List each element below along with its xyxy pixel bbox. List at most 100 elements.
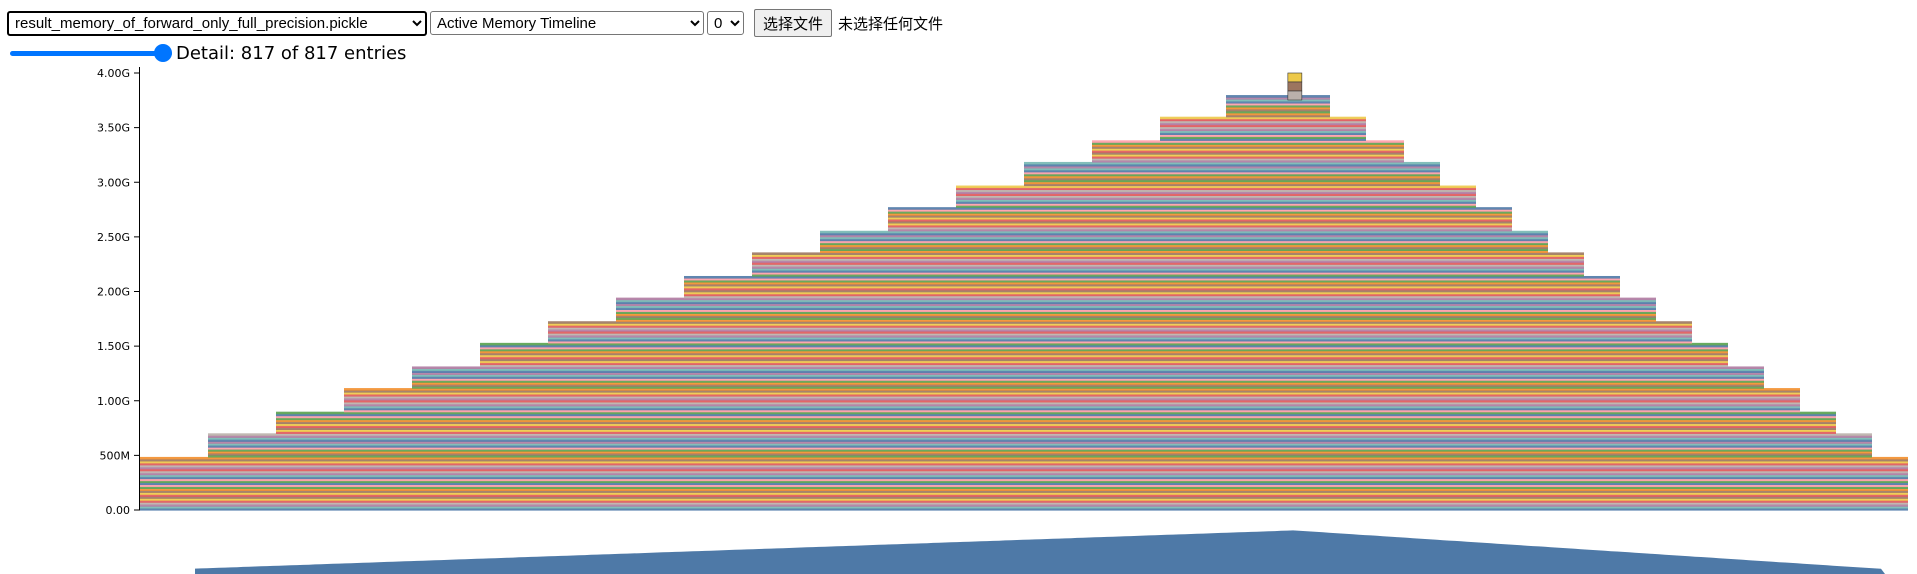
memory-timeline-chart[interactable]: 0.00 500M 1.00G 1.50G 2.00G 2.50G 3.00G 3.50G 4.… xyxy=(0,60,1917,516)
allocation-band[interactable] xyxy=(548,338,1692,342)
allocation-band[interactable] xyxy=(684,283,1620,287)
allocation-band[interactable] xyxy=(752,272,1584,275)
allocation-band[interactable] xyxy=(208,445,1872,448)
allocation-band[interactable] xyxy=(344,393,1800,397)
allocation-band[interactable] xyxy=(140,492,1908,495)
allocation-band[interactable] xyxy=(548,333,1692,336)
allocation-band[interactable] xyxy=(140,484,1908,488)
allocation-band[interactable] xyxy=(956,195,1476,198)
allocation-band[interactable] xyxy=(140,504,1908,507)
allocation-band[interactable] xyxy=(140,458,1908,462)
overview-area[interactable] xyxy=(195,530,1885,574)
allocation-band[interactable] xyxy=(820,230,1548,234)
allocation-band[interactable] xyxy=(684,275,1620,279)
allocation-band[interactable] xyxy=(616,311,1656,314)
allocation-band[interactable] xyxy=(1226,104,1330,108)
allocation-band[interactable] xyxy=(888,228,1512,232)
allocation-band[interactable] xyxy=(820,232,1548,236)
allocation-band[interactable] xyxy=(140,496,1908,499)
allocation-band[interactable] xyxy=(1226,114,1330,118)
allocation-band[interactable] xyxy=(956,187,1476,191)
allocation-band[interactable] xyxy=(1226,100,1330,104)
allocation-band[interactable] xyxy=(140,462,1908,466)
allocation-band[interactable] xyxy=(752,274,1584,277)
allocation-band[interactable] xyxy=(820,240,1548,244)
allocation-band[interactable] xyxy=(1226,110,1330,114)
allocation-band[interactable] xyxy=(888,207,1512,210)
allocation-band[interactable] xyxy=(956,197,1476,200)
allocation-band[interactable] xyxy=(412,386,1764,389)
allocation-band[interactable] xyxy=(752,266,1584,269)
allocation-band[interactable] xyxy=(412,380,1764,383)
allocation-band[interactable] xyxy=(888,213,1512,216)
allocation-band[interactable] xyxy=(1092,159,1404,163)
allocation-band[interactable] xyxy=(752,256,1584,259)
detail-slider[interactable] xyxy=(10,43,172,63)
detail-slider-thumb[interactable] xyxy=(154,44,172,62)
allocation-band[interactable] xyxy=(752,268,1584,271)
allocation-band[interactable] xyxy=(276,429,1836,432)
allocation-band[interactable] xyxy=(1024,169,1440,173)
peak-allocation-block[interactable] xyxy=(1287,81,1303,92)
allocation-band[interactable] xyxy=(412,382,1764,385)
allocation-band[interactable] xyxy=(888,211,1512,214)
allocation-band[interactable] xyxy=(480,344,1728,348)
allocation-band[interactable] xyxy=(1160,130,1366,134)
allocation-band[interactable] xyxy=(140,482,1908,486)
allocation-band[interactable] xyxy=(1226,108,1330,112)
allocation-band[interactable] xyxy=(140,490,1908,493)
allocation-band[interactable] xyxy=(276,431,1836,434)
allocation-band[interactable] xyxy=(1092,156,1404,159)
allocation-band[interactable] xyxy=(548,331,1692,334)
allocation-band[interactable] xyxy=(548,325,1692,328)
allocation-band[interactable] xyxy=(616,315,1656,318)
allocation-band[interactable] xyxy=(1024,163,1440,167)
allocation-band[interactable] xyxy=(140,460,1908,464)
allocation-band[interactable] xyxy=(888,226,1512,230)
allocation-band[interactable] xyxy=(140,480,1908,484)
allocation-band[interactable] xyxy=(140,498,1908,501)
allocation-band[interactable] xyxy=(140,488,1908,491)
allocation-band[interactable] xyxy=(480,358,1728,362)
allocation-band[interactable] xyxy=(616,319,1656,322)
allocation-band[interactable] xyxy=(888,209,1512,212)
allocation-band[interactable] xyxy=(480,350,1728,354)
allocation-band[interactable] xyxy=(412,366,1764,370)
allocation-band[interactable] xyxy=(208,452,1872,456)
allocation-band[interactable] xyxy=(412,378,1764,381)
allocation-band[interactable] xyxy=(344,405,1800,409)
allocation-band[interactable] xyxy=(684,277,1620,281)
allocation-band[interactable] xyxy=(140,506,1908,509)
allocation-band[interactable] xyxy=(548,323,1692,326)
allocation-band[interactable] xyxy=(140,500,1908,503)
allocation-band[interactable] xyxy=(888,224,1512,228)
allocation-band[interactable] xyxy=(684,287,1620,291)
allocation-band[interactable] xyxy=(820,242,1548,246)
allocation-band[interactable] xyxy=(820,236,1548,240)
allocation-band[interactable] xyxy=(616,301,1656,305)
allocation-band[interactable] xyxy=(752,260,1584,263)
allocation-band[interactable] xyxy=(684,285,1620,289)
allocation-band[interactable] xyxy=(1226,106,1330,110)
allocation-band[interactable] xyxy=(344,392,1800,395)
allocation-band[interactable] xyxy=(1024,161,1440,165)
allocation-band[interactable] xyxy=(1024,179,1440,183)
allocation-band[interactable] xyxy=(684,293,1620,297)
allocation-band[interactable] xyxy=(956,201,1476,204)
allocation-layers[interactable] xyxy=(140,95,1908,511)
detail-slider-track[interactable] xyxy=(10,51,172,56)
allocation-band[interactable] xyxy=(752,258,1584,261)
allocation-band[interactable] xyxy=(956,189,1476,193)
allocation-band[interactable] xyxy=(140,468,1908,472)
allocation-band[interactable] xyxy=(412,384,1764,387)
allocation-band[interactable] xyxy=(276,419,1836,423)
allocation-band[interactable] xyxy=(1160,120,1366,124)
allocation-band[interactable] xyxy=(208,451,1872,454)
allocation-band[interactable] xyxy=(616,297,1656,301)
allocation-band[interactable] xyxy=(1160,118,1366,122)
allocation-band[interactable] xyxy=(956,193,1476,196)
allocation-band[interactable] xyxy=(1024,181,1440,185)
allocation-band[interactable] xyxy=(140,486,1908,489)
allocation-band[interactable] xyxy=(956,185,1476,189)
allocation-band[interactable] xyxy=(208,449,1872,452)
